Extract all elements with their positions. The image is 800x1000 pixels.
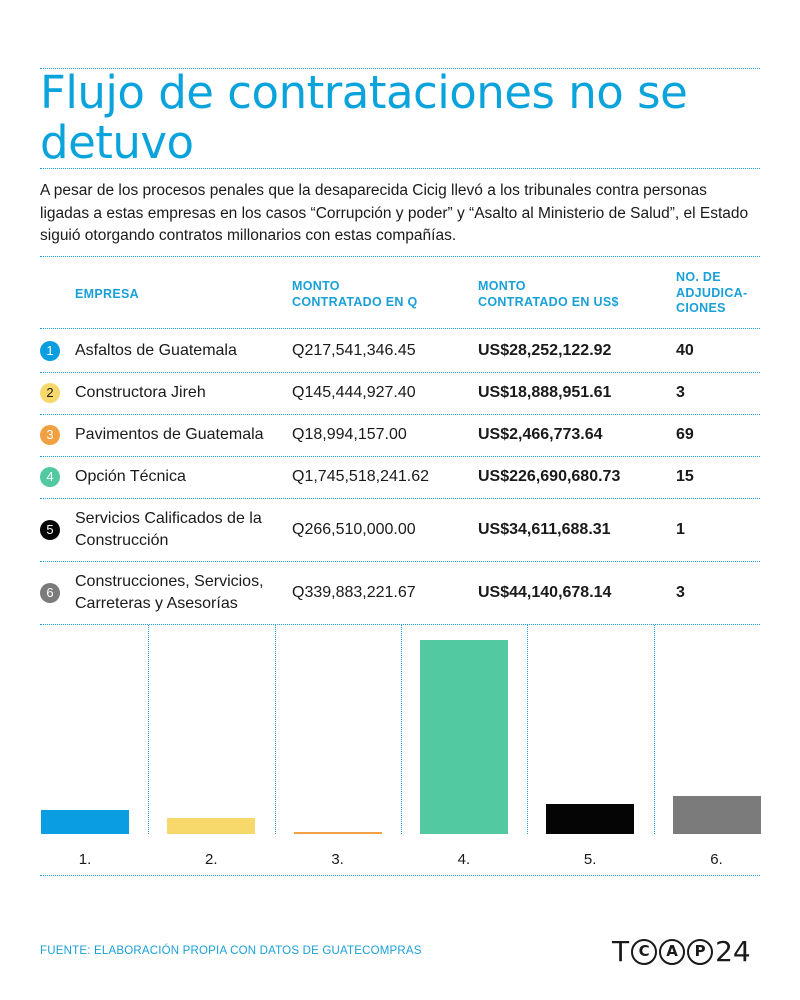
logo-letter-t: T bbox=[612, 935, 630, 968]
amount-quetzales: Q18,994,157.00 bbox=[292, 426, 407, 443]
source-note: FUENTE: ELABORACIÓN PROPIA CON DATOS DE … bbox=[40, 945, 422, 957]
row-separator bbox=[40, 624, 760, 625]
row-number-badge: 5 bbox=[40, 519, 60, 540]
table-top-rule bbox=[40, 256, 760, 257]
bar-5 bbox=[546, 804, 635, 834]
award-count: 3 bbox=[676, 384, 685, 401]
amount-quetzales: Q145,444,927.40 bbox=[292, 384, 416, 401]
logo-number: 24 bbox=[715, 935, 751, 968]
amount-quetzales: Q1,745,518,241.62 bbox=[292, 468, 430, 485]
bar-category-label: 3. bbox=[331, 851, 344, 868]
header-empresa: EMPRESA bbox=[75, 287, 139, 301]
bar-category-label: 5. bbox=[583, 851, 597, 868]
column-divider bbox=[400, 625, 402, 834]
bar-category-label: 1. bbox=[78, 851, 92, 868]
award-count: 40 bbox=[676, 342, 694, 359]
row-separator bbox=[40, 372, 760, 373]
intro-paragraph: A pesar de los procesos penales que la d… bbox=[40, 182, 749, 244]
bar-2 bbox=[167, 818, 256, 834]
row-separator bbox=[40, 498, 760, 499]
row-separator bbox=[40, 561, 760, 562]
company-name: Construcciones, Servicios, Carreteras y … bbox=[75, 572, 264, 612]
title-bottom-rule bbox=[40, 168, 760, 169]
row-number-badge: 4 bbox=[40, 467, 60, 487]
header-monto-q: MONTO CONTRATADO EN Q bbox=[292, 279, 418, 309]
company-name: Servicios Calificados de la Construcción bbox=[75, 509, 262, 549]
bar-6 bbox=[672, 796, 761, 834]
row-number-badge: 1 bbox=[40, 341, 60, 361]
column-divider bbox=[527, 625, 529, 834]
table-row: 2 Constructora Jireh Q145,444,927.40 US$… bbox=[40, 372, 760, 414]
bar-4 bbox=[420, 640, 509, 834]
logo-letter-p: P bbox=[687, 938, 714, 965]
company-name: Asfaltos de Guatemala bbox=[75, 342, 237, 359]
award-count: 3 bbox=[676, 583, 685, 601]
amount-usd: US$226,690,680.73 bbox=[478, 468, 621, 485]
table-row: 1 Asfaltos de Guatemala Q217,541,346.45 … bbox=[40, 330, 760, 372]
bar-1 bbox=[41, 810, 130, 834]
award-count: 15 bbox=[676, 468, 694, 485]
tcap24-logo: T C A P 24 bbox=[612, 935, 751, 968]
table-row: 3 Pavimentos de Guatemala Q18,994,157.00… bbox=[40, 414, 760, 456]
amount-quetzales: Q217,541,346.45 bbox=[292, 342, 416, 359]
amount-usd: US$2,466,773.64 bbox=[478, 426, 603, 443]
bar-category-label: 6. bbox=[710, 851, 723, 868]
table-row: 6 Construcciones, Servicios, Carreteras … bbox=[40, 561, 760, 624]
row-number-badge: 2 bbox=[40, 383, 60, 403]
bar-3 bbox=[293, 832, 382, 834]
table-row: 5 Servicios Calificados de la Construcci… bbox=[40, 498, 760, 561]
amount-quetzales: Q339,883,221.67 bbox=[292, 583, 416, 601]
company-name: Pavimentos de Guatemala bbox=[75, 426, 264, 443]
row-number-badge: 6 bbox=[40, 582, 60, 603]
row-separator bbox=[40, 414, 760, 415]
row-separator bbox=[40, 456, 760, 457]
company-name: Constructora Jireh bbox=[75, 384, 206, 401]
amount-usd: US$44,140,678.14 bbox=[478, 583, 612, 601]
bar-category-label: 2. bbox=[205, 851, 218, 868]
logo-letter-c: C bbox=[631, 938, 658, 965]
amount-usd: US$28,252,122.92 bbox=[478, 342, 612, 359]
table-row: 4 Opción Técnica Q1,745,518,241.62 US$22… bbox=[40, 456, 760, 498]
award-count: 1 bbox=[676, 520, 685, 538]
column-divider bbox=[653, 625, 655, 834]
header-monto-usd: MONTO CONTRATADO EN US$ bbox=[478, 279, 619, 309]
logo-letter-a: A bbox=[659, 938, 686, 965]
title-top-rule bbox=[40, 68, 760, 69]
amount-quetzales: Q266,510,000.00 bbox=[292, 520, 416, 538]
header-bottom-rule bbox=[40, 328, 760, 329]
amount-usd: US$18,888,951.61 bbox=[478, 384, 612, 401]
header-adjudicaciones: NO. DE ADJUDICA- CIONES bbox=[676, 270, 748, 315]
award-count: 69 bbox=[676, 426, 694, 443]
row-number-badge: 3 bbox=[40, 425, 60, 445]
column-divider bbox=[148, 625, 150, 834]
chart-bottom-rule bbox=[40, 875, 760, 876]
column-divider bbox=[274, 625, 276, 834]
page-title: Flujo de contrataciones no se detuvo bbox=[40, 66, 688, 169]
bar-category-label: 4. bbox=[457, 851, 471, 868]
amount-usd: US$34,611,688.31 bbox=[478, 520, 611, 538]
company-name: Opción Técnica bbox=[75, 468, 186, 485]
